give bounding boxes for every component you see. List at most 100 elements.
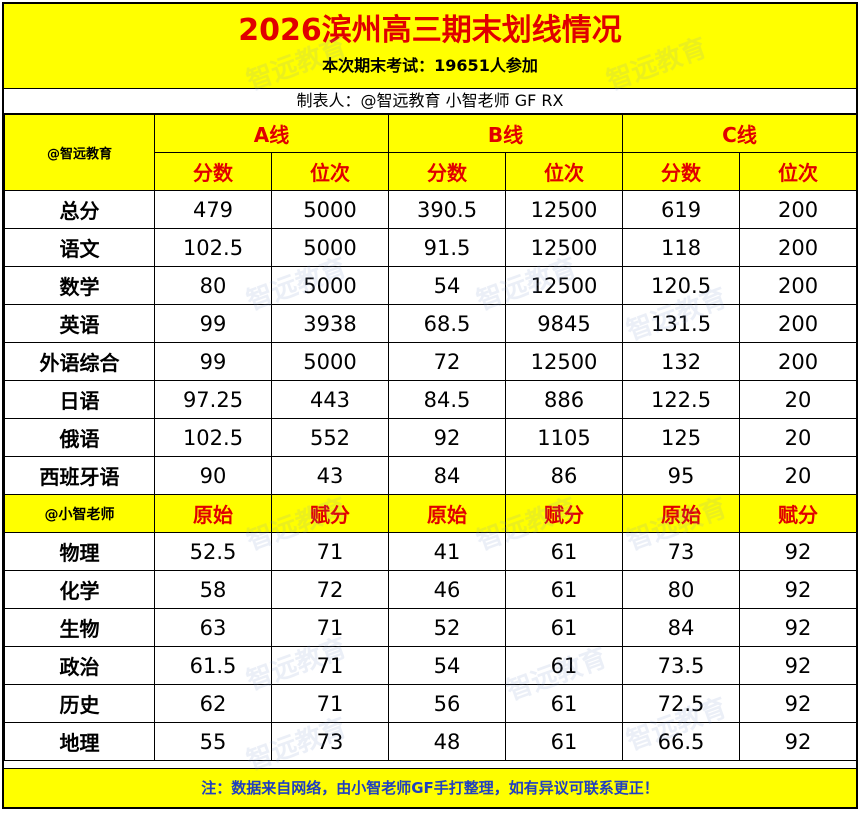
table-row: 西班牙语 90 43 84 86 95 20 [4, 456, 856, 495]
sub-header: 赋分 [739, 494, 856, 533]
table-cell: 20 [739, 456, 856, 495]
table-cell: 73 [622, 532, 741, 571]
table-cell: 73 [270, 722, 390, 761]
sub-header: 原始 [622, 494, 741, 533]
table-cell: 12500 [505, 266, 624, 305]
row-label: 地理 [4, 722, 155, 761]
group-header: B线 [388, 114, 624, 153]
table-cell: 95 [622, 456, 741, 495]
corner-label-mid: @小智老师 [4, 494, 155, 533]
table-cell: 20 [739, 380, 856, 419]
table-cell: 92 [739, 684, 856, 723]
table-cell: 41 [388, 532, 507, 571]
table-cell: 120.5 [622, 266, 741, 305]
table-row: 化学 58 72 46 61 80 92 [4, 570, 856, 609]
table-cell: 619 [622, 190, 741, 229]
table-cell: 102.5 [154, 228, 272, 267]
table-cell: 92 [739, 570, 856, 609]
table-row: 英语 99 3938 68.5 9845 131.5 200 [4, 304, 856, 343]
table-cell: 97.25 [154, 380, 272, 419]
table-cell: 72 [270, 570, 390, 609]
table-cell: 5000 [270, 228, 390, 267]
row-label: 俄语 [4, 418, 155, 457]
score-table: @智远教育 A线 B线 C线 分数 位次 分数 位次 分数 位次 总分 479 5000 390.5 125… [4, 114, 856, 761]
row-label: 化学 [4, 570, 155, 609]
table-cell: 200 [739, 228, 856, 267]
table-row: 总分 479 5000 390.5 12500 619 200 [4, 190, 856, 229]
table-cell: 46 [388, 570, 507, 609]
sub-header: 位次 [270, 152, 390, 191]
page-title: 2026滨州高三期末划线情况 [238, 13, 622, 48]
table-row: 语文 102.5 5000 91.5 12500 118 200 [4, 228, 856, 267]
row-label: 物理 [4, 532, 155, 571]
table-cell: 84.5 [388, 380, 507, 419]
table-cell: 3938 [270, 304, 390, 343]
table-row: 政治 61.5 71 54 61 73.5 92 [4, 646, 856, 685]
table-cell: 1105 [505, 418, 624, 457]
table-cell: 479 [154, 190, 272, 229]
table-cell: 66.5 [622, 722, 741, 761]
table-cell: 84 [388, 456, 507, 495]
table-row: 外语综合 99 5000 72 12500 132 200 [4, 342, 856, 381]
table-cell: 61 [505, 684, 624, 723]
sub-header: 原始 [154, 494, 272, 533]
sub-header-row: 分数 位次 分数 位次 分数 位次 [5, 152, 856, 191]
sub-header: 分数 [154, 152, 272, 191]
table-cell: 390.5 [388, 190, 507, 229]
exam-participants: 本次期末考试：19651人参加 [322, 56, 538, 75]
table-cell: 118 [622, 228, 741, 267]
table-row: 地理 55 73 48 61 66.5 92 [4, 722, 856, 761]
table-cell: 61 [505, 722, 624, 761]
table-cell: 62 [154, 684, 272, 723]
row-label: 总分 [4, 190, 155, 229]
table-cell: 12500 [505, 342, 624, 381]
row-label: 历史 [4, 684, 155, 723]
row-label: 语文 [4, 228, 155, 267]
table-cell: 132 [622, 342, 741, 381]
mid-header-row: @小智老师 原始 赋分 原始 赋分 原始 赋分 [4, 494, 856, 533]
row-label: 生物 [4, 608, 155, 647]
sub-header: 位次 [739, 152, 856, 191]
table-cell: 55 [154, 722, 272, 761]
footer-note: 注：数据来自网络，由小智老师GF手打整理，如有异议可联系更正！ [4, 768, 856, 807]
table-cell: 61.5 [154, 646, 272, 685]
table-cell: 200 [739, 266, 856, 305]
table-cell: 58 [154, 570, 272, 609]
table-cell: 80 [622, 570, 741, 609]
group-header: A线 [153, 114, 390, 153]
table-cell: 54 [388, 646, 507, 685]
table-cell: 92 [739, 532, 856, 571]
table-row: 数学 80 5000 54 12500 120.5 200 [4, 266, 856, 305]
table-row: 历史 62 71 56 61 72.5 92 [4, 684, 856, 723]
table-row: 俄语 102.5 552 92 1105 125 20 [4, 418, 856, 457]
table-cell: 91.5 [388, 228, 507, 267]
table-cell: 200 [739, 190, 856, 229]
table-cell: 552 [270, 418, 390, 457]
table-cell: 63 [154, 608, 272, 647]
sub-header: 分数 [622, 152, 741, 191]
table-cell: 200 [739, 342, 856, 381]
table-cell: 99 [154, 342, 272, 381]
row-label: 西班牙语 [4, 456, 155, 495]
table-cell: 72.5 [622, 684, 741, 723]
sub-header: 原始 [388, 494, 507, 533]
table-cell: 71 [270, 684, 390, 723]
corner-label-top: @智远教育 [4, 114, 155, 191]
table-cell: 20 [739, 418, 856, 457]
table-cell: 54 [388, 266, 507, 305]
table-cell: 102.5 [154, 418, 272, 457]
table-cell: 61 [505, 532, 624, 571]
table-cell: 68.5 [388, 304, 507, 343]
table-cell: 9845 [505, 304, 624, 343]
table-cell: 200 [739, 304, 856, 343]
table-cell: 73.5 [622, 646, 741, 685]
table-cell: 61 [505, 608, 624, 647]
table-cell: 43 [270, 456, 390, 495]
sub-header: 赋分 [505, 494, 624, 533]
group-header-row: @智远教育 A线 B线 C线 [4, 114, 856, 191]
table-cell: 61 [505, 646, 624, 685]
table-cell: 443 [270, 380, 390, 419]
table-cell: 56 [388, 684, 507, 723]
row-label: 数学 [4, 266, 155, 305]
table-row: 物理 52.5 71 41 61 73 92 [4, 532, 856, 571]
